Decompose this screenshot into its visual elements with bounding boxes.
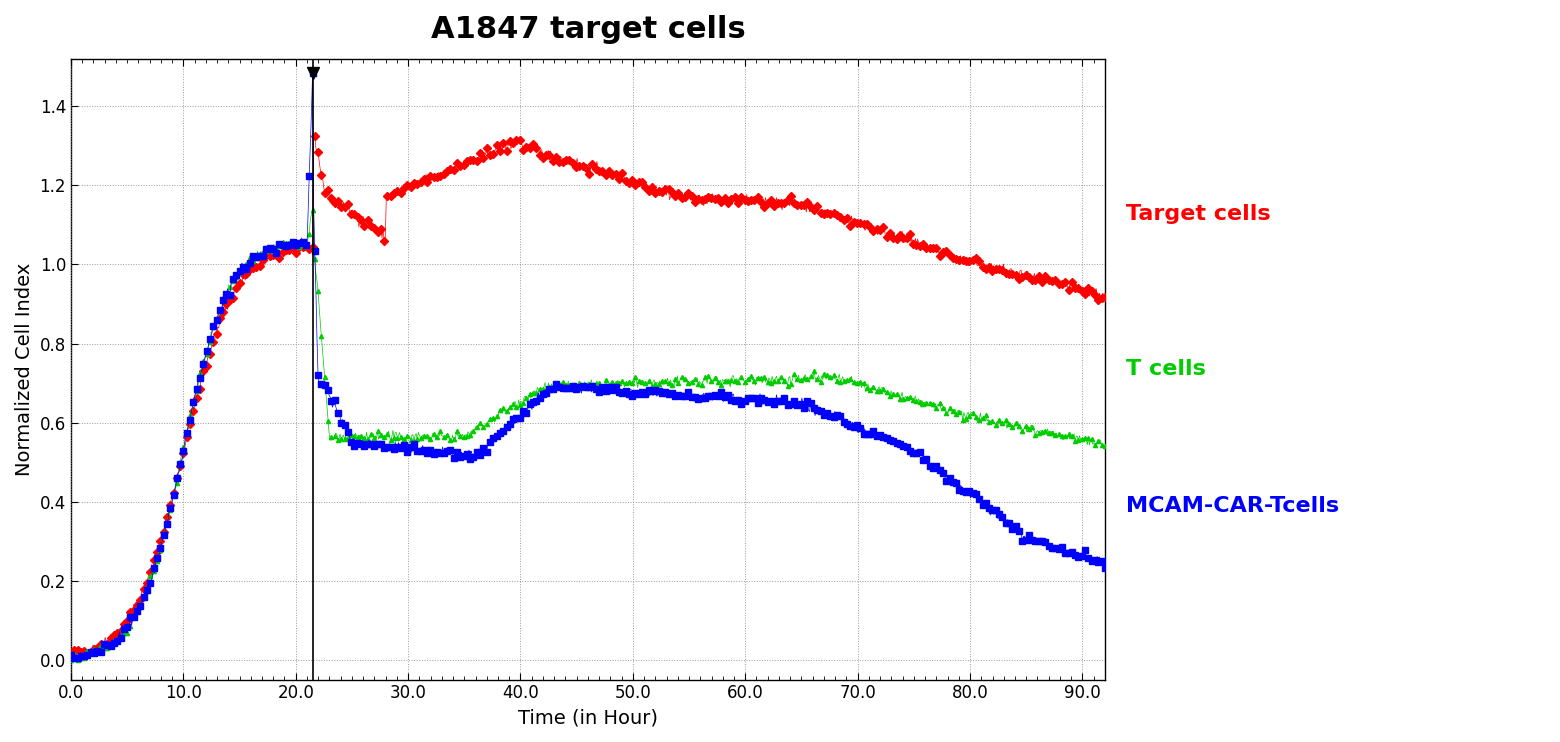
Y-axis label: Normalized Cell Index: Normalized Cell Index [16,263,34,476]
Text: MCAM-CAR-Tcells: MCAM-CAR-Tcells [1126,496,1338,516]
Title: A1847 target cells: A1847 target cells [431,15,746,44]
Text: Target cells: Target cells [1126,204,1270,224]
X-axis label: Time (in Hour): Time (in Hour) [518,708,658,727]
Text: T cells: T cells [1126,359,1206,379]
